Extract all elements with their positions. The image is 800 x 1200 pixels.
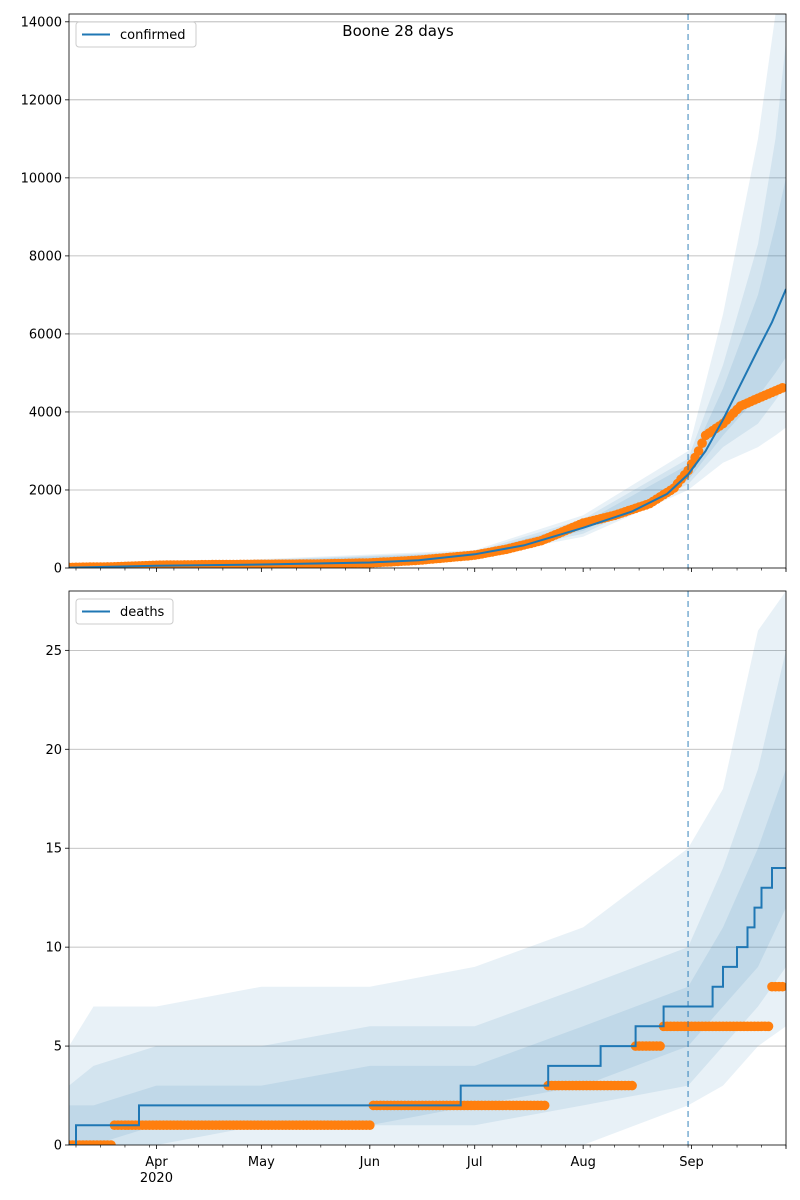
- x-tick-label: Jun: [359, 1155, 380, 1170]
- observed-point: [627, 1080, 637, 1091]
- x-tick-label: Apr: [145, 1155, 168, 1170]
- y-tick-label: 12000: [21, 93, 62, 108]
- plot-frame: [68, 590, 787, 1146]
- y-tick-label: 8000: [29, 249, 62, 264]
- observed-point: [763, 1021, 774, 1032]
- legend-label: confirmed: [120, 28, 186, 43]
- x-tick-sublabel: 2020: [140, 1171, 173, 1186]
- observed-points: [69, 383, 786, 568]
- y-tick-label: 14000: [21, 15, 62, 30]
- y-tick-label: 0: [54, 562, 62, 577]
- confirmed-panel: 0 2000 4000 6000 8000 10000 12000 14000 confirme…: [21, 13, 787, 577]
- legend-box: [75, 598, 174, 625]
- observed-point: [693, 446, 704, 456]
- y-tick-label: 6000: [29, 327, 62, 342]
- x-tick-label: May: [248, 1155, 275, 1170]
- y-tick-label: 10000: [21, 171, 62, 186]
- y-tick-label: 10: [45, 941, 62, 956]
- uncertainty-band: [69, 650, 786, 1145]
- y-tick-label: 0: [54, 1139, 62, 1154]
- observed-point: [697, 438, 707, 449]
- observed-point: [106, 1140, 116, 1145]
- observed-point: [655, 1041, 665, 1051]
- median-line: [69, 288, 786, 568]
- x-tick-label: Aug: [570, 1155, 595, 1170]
- uncertainty-band: [69, 177, 786, 568]
- y-tick-label: 25: [45, 644, 62, 659]
- plot-frame: [68, 13, 787, 569]
- observed-point: [539, 1100, 550, 1111]
- legend-box: [75, 21, 197, 48]
- uncertainty-band: [69, 591, 786, 1145]
- median-line: [69, 867, 786, 1145]
- observed-points: [69, 981, 786, 1145]
- y-tick-label: 20: [45, 743, 62, 758]
- observed-point: [777, 981, 786, 992]
- x-tick-label: Jul: [466, 1155, 483, 1170]
- x-tick-label: Sep: [679, 1155, 704, 1170]
- observed-point: [365, 1120, 375, 1130]
- figure-title: Boone 28 days: [342, 22, 454, 40]
- y-tick-label: 2000: [29, 483, 62, 498]
- y-tick-label: 15: [45, 842, 62, 857]
- y-tick-label: 5: [54, 1040, 62, 1055]
- uncertainty-band: [69, 769, 786, 1145]
- y-tick-label: 4000: [29, 405, 62, 420]
- observed-point: [777, 383, 786, 393]
- legend-label: deaths: [120, 605, 165, 620]
